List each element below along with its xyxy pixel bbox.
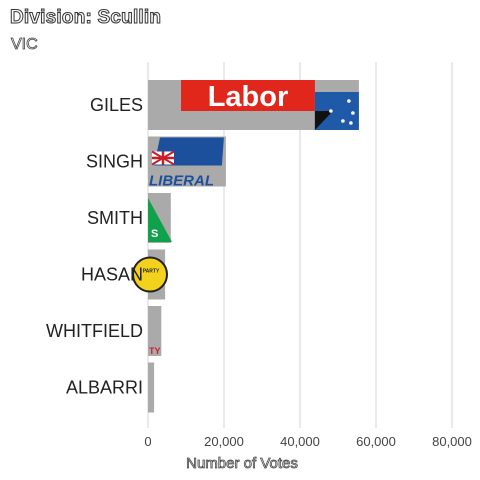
- x-tick-label: 0: [144, 434, 151, 449]
- category-label: HASAN: [81, 265, 143, 285]
- category-label: SINGH: [86, 152, 143, 172]
- category-label: ALBARRI: [66, 378, 143, 398]
- party-seal-logo: PARTY: [132, 256, 168, 293]
- chart-subtitle: VIC: [11, 36, 38, 54]
- bar-whitfield: [148, 306, 162, 356]
- liberal-logo: LIBERAL: [149, 137, 224, 190]
- x-tick-label: 40,000: [280, 434, 320, 449]
- svg-text:Labor: Labor: [208, 81, 289, 113]
- svg-text:PARTY: PARTY: [143, 269, 160, 275]
- bar-albarri: [148, 362, 155, 413]
- svg-text:TY: TY: [149, 346, 161, 356]
- x-tick-label: 60,000: [356, 434, 396, 449]
- category-label: GILES: [90, 95, 143, 115]
- chart-title: Division: Scullin: [9, 7, 162, 29]
- category-label: WHITFIELD: [46, 321, 143, 341]
- category-label: SMITH: [87, 208, 143, 228]
- party-red-logo: TY: [149, 346, 161, 356]
- x-tick-label: 20,000: [204, 434, 244, 449]
- greens-logo: S: [148, 198, 172, 242]
- svg-text:S: S: [151, 228, 158, 240]
- x-axis-title: Number of Votes: [186, 455, 298, 472]
- x-tick-label: 80,000: [432, 434, 472, 449]
- svg-text:LIBERAL: LIBERAL: [149, 173, 214, 190]
- labor-logo: Labor: [181, 80, 359, 130]
